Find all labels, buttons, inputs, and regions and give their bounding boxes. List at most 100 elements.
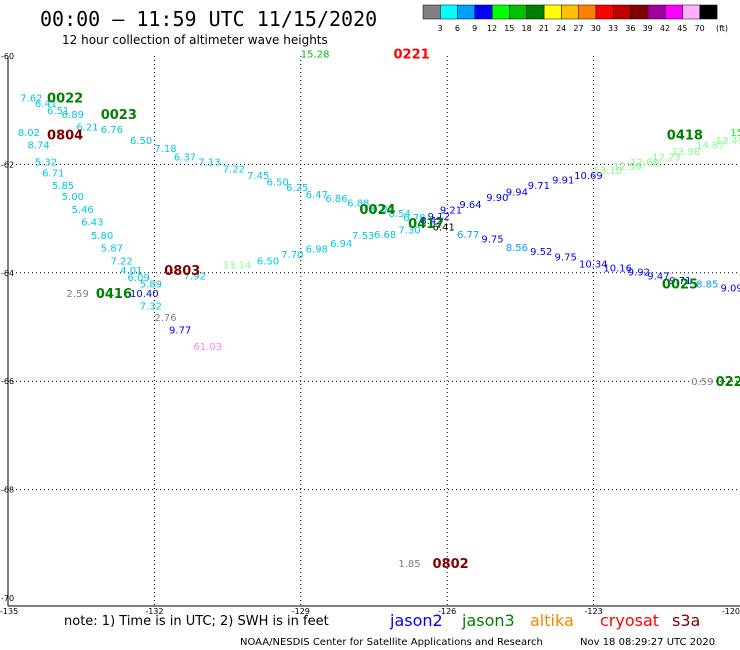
legend-swatch — [509, 4, 528, 20]
wave-height-label: 7.53 — [352, 231, 374, 242]
pass-time-label: 0221 — [394, 47, 430, 62]
latitude-label: -60 — [1, 52, 14, 61]
wave-height-label: 9.12 — [428, 212, 450, 223]
wave-height-label: 9.75 — [555, 253, 577, 264]
legend-swatch — [664, 4, 683, 20]
legend-swatch — [474, 4, 493, 20]
wave-height-label: 6.78 — [403, 213, 425, 224]
wave-height-label: 2.59 — [67, 289, 89, 300]
wave-height-label: 10.34 — [579, 260, 608, 271]
legend-tick-label: 18 — [522, 24, 532, 33]
wave-height-label: 6.37 — [174, 152, 196, 163]
wave-height-label: 5.46 — [71, 205, 93, 216]
wave-height-label: 6.43 — [81, 217, 103, 228]
wave-height-label: 9.09 — [720, 283, 740, 294]
legend-swatch — [440, 4, 458, 20]
wave-height-label: 9.91 — [552, 176, 574, 187]
latitude-labels: -60 -62 -64 -66 -68 -70 — [1, 52, 14, 603]
wave-height-label: 61.03 — [193, 342, 222, 353]
legend-swatch — [647, 4, 666, 20]
wave-height-label: 7.22 — [110, 256, 132, 267]
wave-height-label: 6.71 — [42, 169, 64, 180]
pass-time-label: 0802 — [433, 557, 469, 572]
pass-time-label: 0417 — [408, 217, 444, 232]
wave-height-label: 1.85 — [398, 559, 420, 570]
wave-height-label: 9.21 — [440, 205, 462, 216]
wave-height-label: 6.06 — [372, 204, 394, 215]
footer-note: note: 1) Time is in UTC; 2) SWH is in fe… — [64, 614, 329, 629]
wave-height-label: 8.54 — [389, 209, 411, 220]
wave-height-label: 6.21 — [76, 122, 98, 133]
legend-tick-label: 42 — [660, 24, 670, 33]
satellite-legend-s3a: s3a — [672, 611, 700, 630]
longitude-label: -123 — [585, 607, 603, 616]
pass-time-label: 0025 — [662, 278, 698, 293]
latitude-label: -64 — [1, 269, 14, 278]
satellite-legend: jason2 jason3 altika cryosat s3a — [389, 611, 700, 630]
pass-time-label: 0416 — [96, 287, 132, 302]
wave-height-label: 7.92 — [184, 272, 206, 283]
wave-height-label: 5.89 — [140, 280, 162, 291]
wave-height-label: 9.77 — [169, 326, 191, 337]
wave-height-label: 8.85 — [696, 280, 718, 291]
wave-height-label: 6.41 — [433, 223, 455, 234]
wave-height-label: 6.41 — [35, 99, 57, 110]
wave-height-label: 6.50 — [130, 136, 152, 147]
longitude-label: -126 — [438, 607, 456, 616]
legend-swatch — [457, 4, 476, 20]
legend-tick-label: 33 — [608, 24, 618, 33]
pass-time-label: 0022 — [47, 92, 83, 107]
wave-height-label: 0.59 — [691, 377, 713, 388]
plot-area: -60-62-64-66-68-70 -135 -132 -129 -126 -123-… — [0, 47, 740, 616]
legend-swatch — [526, 4, 545, 20]
wave-height-label: 9.75 — [481, 235, 503, 246]
longitude-label: -129 — [292, 607, 310, 616]
wave-height-label: 9.71 — [669, 276, 691, 287]
wave-height-label: 6.50 — [267, 178, 289, 189]
pass-time-label: 0804 — [47, 129, 83, 144]
longitude-label: -132 — [145, 607, 163, 616]
legend-tick-label: 30 — [591, 24, 601, 33]
footer-credit: NOAA/NESDIS Center for Satellite Applica… — [240, 637, 543, 648]
wave-height-label: 5.85 — [52, 181, 74, 192]
wave-height-label: 6.76 — [101, 125, 123, 136]
wave-height-label: 6.86 — [325, 194, 347, 205]
pass-time-label: 0418 — [667, 129, 703, 144]
wave-height-label: 10.16 — [603, 263, 632, 274]
satellite-legend-jason3: jason3 — [461, 611, 515, 630]
longitude-label: -120 — [722, 607, 740, 616]
pass-time-label: 0221 — [716, 375, 740, 390]
wave-height-label: 13.18 — [594, 166, 623, 177]
legend-tick-label: 27 — [573, 24, 583, 33]
wave-height-label: 6.50 — [257, 256, 279, 267]
wave-height-label: 9.47 — [647, 272, 669, 283]
wave-height-label: 8.74 — [28, 140, 50, 151]
wave-height-label: 4.01 — [120, 266, 142, 277]
legend-tick-label: 45 — [677, 24, 687, 33]
legend-swatch — [630, 4, 649, 20]
map-subtitle: 12 hour collection of altimeter wave hei… — [62, 33, 328, 47]
legend-swatch — [595, 4, 614, 20]
legend-tick-label: 12 — [487, 24, 497, 33]
latitude-label: -68 — [1, 486, 14, 495]
wave-height-label: 12.59 — [613, 162, 642, 173]
wave-height-label: 6.68 — [374, 230, 396, 241]
wave-height-label: 12.23 — [652, 152, 681, 163]
legend-tick-label: 15 — [504, 24, 514, 33]
wave-height-label: 9.71 — [528, 181, 550, 192]
wave-height-label: 6.89 — [62, 110, 84, 121]
wave-height-label: 5.00 — [62, 192, 84, 203]
wave-height-label: 9.94 — [506, 188, 528, 199]
wave-height-label: 6.88 — [347, 198, 369, 209]
legend-tick-label: 36 — [625, 24, 635, 33]
wave-height-label: 7.13 — [198, 158, 220, 169]
wave-height-label: 12.68 — [630, 158, 659, 169]
wave-height-label: 8.42 — [420, 216, 442, 227]
wave-height-label: 9.90 — [486, 193, 508, 204]
satellite-legend-cryosat: cryosat — [600, 611, 659, 630]
wave-height-label: 7.62 — [20, 94, 42, 105]
graticule — [8, 56, 740, 606]
wave-height-label: 7.45 — [247, 171, 269, 182]
color-scale-legend: 3 6 9 12 15 18 21 24 27 30 33 36 39 42 45 70 — [422, 4, 718, 33]
